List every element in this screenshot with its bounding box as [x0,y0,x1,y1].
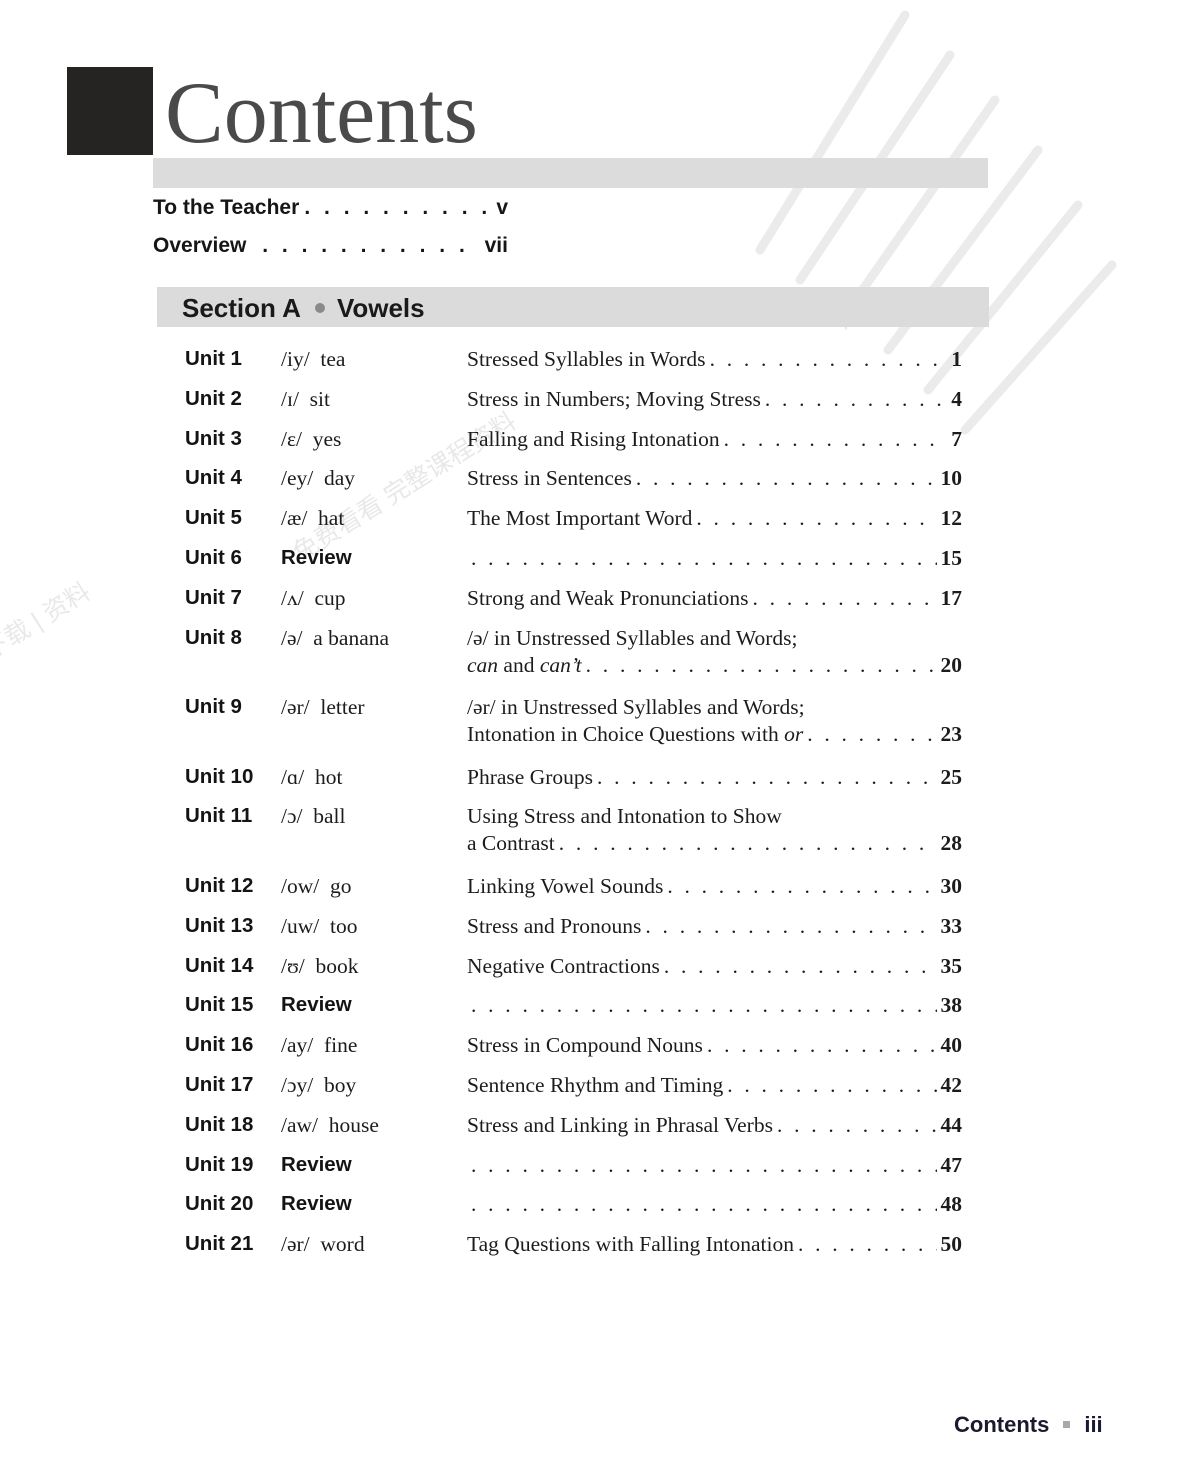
svg-text:下载 | 资料: 下载 | 资料 [0,578,95,666]
